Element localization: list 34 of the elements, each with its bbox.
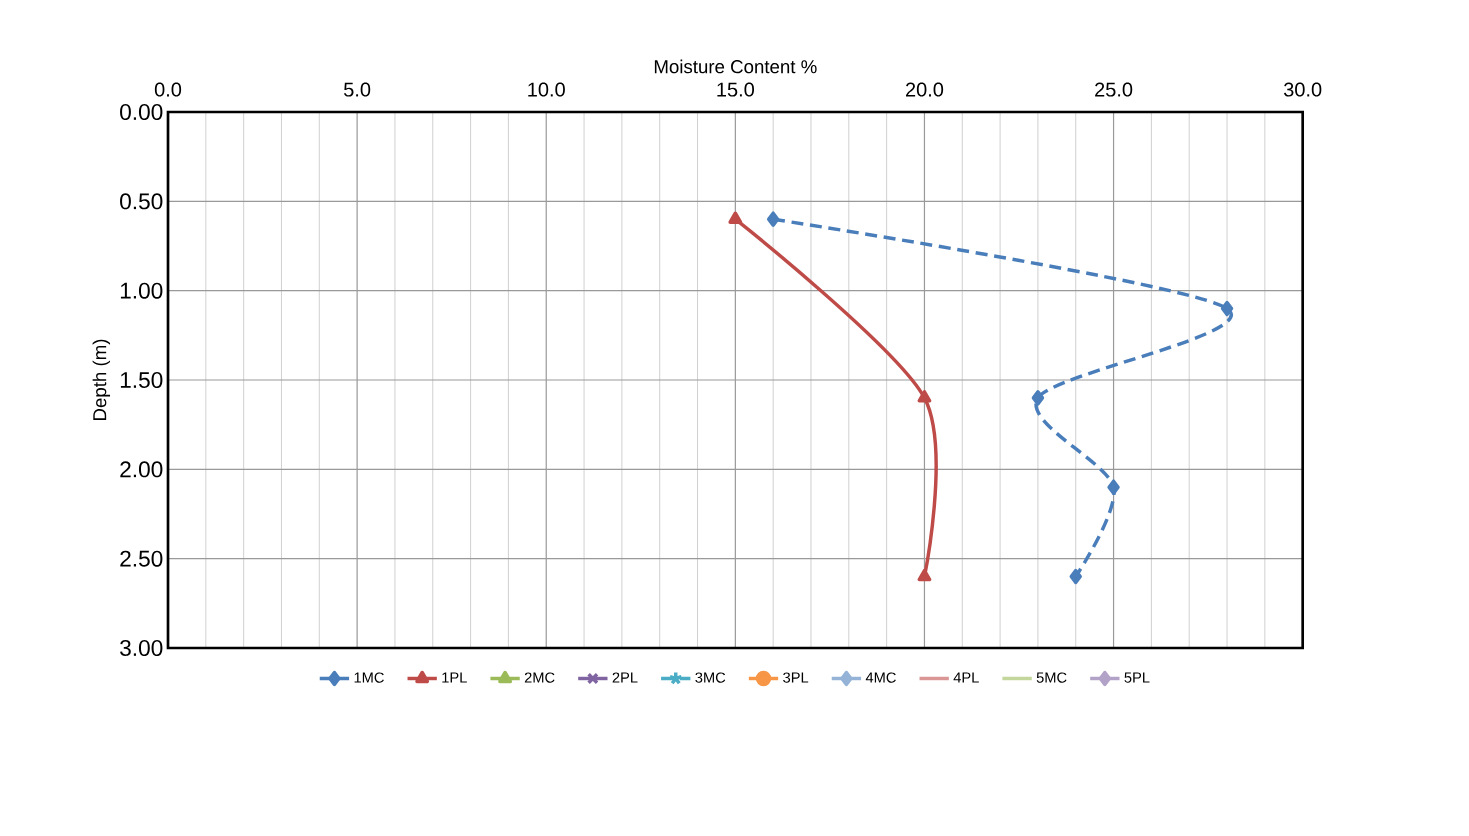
legend-label: 2MC — [524, 672, 555, 683]
point — [728, 211, 743, 224]
x-tick-label: 25.0 — [1095, 82, 1133, 97]
x-tick-label: 15.0 — [717, 82, 755, 97]
y-tick-label: 1.50 — [120, 371, 163, 389]
x-tick-label: 10.0 — [528, 82, 565, 97]
x-tick-label: 5.0 — [344, 82, 371, 97]
point — [1220, 300, 1234, 317]
legend-label: 1MC — [354, 672, 384, 683]
point — [1069, 568, 1082, 585]
legend-label: 3MC — [695, 672, 726, 683]
legend-label: 2PL — [612, 672, 638, 683]
y-tick-label: 2.00 — [120, 461, 163, 478]
legend-label: 5MC — [1036, 672, 1067, 683]
x-axis-title: Moisture Content % — [654, 59, 817, 74]
point — [1107, 479, 1120, 495]
legend-label: 5PL — [1124, 672, 1150, 683]
legend-label: 4MC — [865, 672, 896, 683]
legend-label: 1PL — [442, 672, 467, 683]
point — [917, 390, 932, 403]
x-tick-label: 20.0 — [905, 82, 944, 97]
point — [1031, 390, 1045, 406]
y-tick-label: 3.00 — [120, 639, 163, 657]
y-axis-title: Depth (m) — [92, 339, 111, 420]
y-tick-label: 0.50 — [120, 193, 163, 210]
y-tick-label: 2.50 — [120, 550, 163, 567]
x-tick-label: 30.0 — [1283, 82, 1322, 97]
point — [766, 211, 780, 227]
y-tick-label: 0.00 — [120, 103, 163, 121]
point — [917, 568, 932, 582]
legend-label: 3PL — [783, 672, 809, 683]
y-tick-label: 1.00 — [120, 282, 163, 299]
legend-label: 4PL — [953, 672, 979, 683]
x-tick-label: 0.0 — [154, 82, 182, 97]
